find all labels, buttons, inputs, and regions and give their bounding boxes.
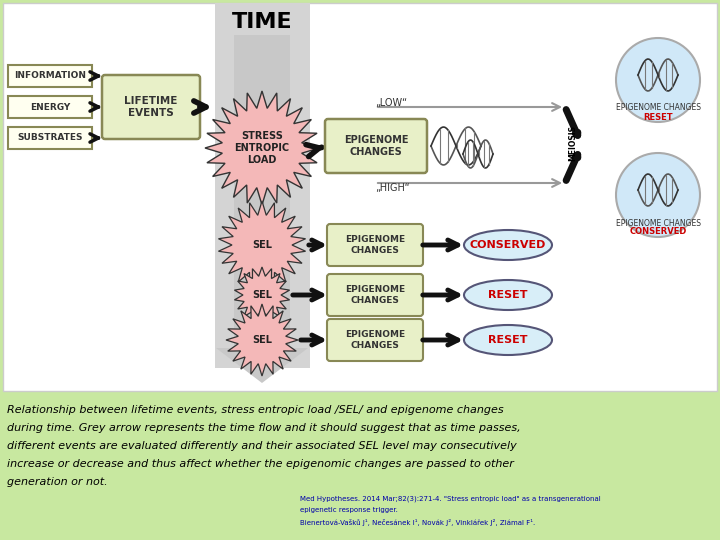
Text: EPIGENOME CHANGES: EPIGENOME CHANGES [616, 104, 701, 112]
Text: MEIOSIS: MEIOSIS [569, 125, 577, 161]
Circle shape [616, 38, 700, 122]
Text: Bienertová-Vašků J¹, Nečesánek I¹, Novák J², Vinklářek J², Zlámal F¹.: Bienertová-Vašků J¹, Nečesánek I¹, Novák… [300, 519, 535, 526]
Bar [215, 3, 310, 368]
FancyBboxPatch shape [102, 75, 200, 139]
Text: EPIGENOME
CHANGES: EPIGENOME CHANGES [343, 135, 408, 157]
Text: SEL: SEL [252, 290, 272, 300]
FancyBboxPatch shape [327, 274, 423, 316]
FancyBboxPatch shape [327, 224, 423, 266]
Text: STRESS
ENTROPIC
LOAD: STRESS ENTROPIC LOAD [235, 131, 289, 165]
Polygon shape [226, 304, 298, 376]
Text: during time. Grey arrow represents the time flow and it should suggest that as t: during time. Grey arrow represents the t… [7, 423, 521, 433]
Text: EPIGENOME
CHANGES: EPIGENOME CHANGES [345, 235, 405, 255]
Circle shape [616, 153, 700, 237]
Text: SEL: SEL [252, 335, 272, 345]
Text: EPIGENOME
CHANGES: EPIGENOME CHANGES [345, 330, 405, 350]
Text: CONSERVED: CONSERVED [470, 240, 546, 250]
Bar [0, 395, 720, 540]
Text: RESET: RESET [488, 335, 528, 345]
Text: „HIGH“: „HIGH“ [375, 183, 410, 193]
Text: generation or not.: generation or not. [7, 477, 107, 487]
Text: LIFETIME
EVENTS: LIFETIME EVENTS [125, 96, 178, 118]
Bar [3, 3, 717, 391]
Bar [234, 35, 290, 348]
Polygon shape [205, 91, 319, 205]
Text: ENERGY: ENERGY [30, 103, 70, 111]
Bar [8, 96, 92, 118]
Text: Med Hypotheses. 2014 Mar;82(3):271-4. "Stress entropic load" as a transgeneratio: Med Hypotheses. 2014 Mar;82(3):271-4. "S… [300, 495, 600, 502]
Text: SEL: SEL [252, 240, 272, 250]
Bar [8, 127, 92, 149]
Text: RESET: RESET [488, 290, 528, 300]
Ellipse shape [464, 325, 552, 355]
Text: epigenetic response trigger.: epigenetic response trigger. [300, 507, 398, 513]
FancyBboxPatch shape [325, 119, 427, 173]
Text: „LOW“: „LOW“ [375, 98, 407, 108]
Bar [8, 65, 92, 87]
Ellipse shape [464, 230, 552, 260]
Text: CONSERVED: CONSERVED [629, 227, 687, 237]
Text: different events are evaluated differently and their associated SEL level may co: different events are evaluated different… [7, 441, 517, 451]
Text: TIME: TIME [232, 12, 293, 32]
Text: INFORMATION: INFORMATION [14, 71, 86, 80]
Ellipse shape [464, 280, 552, 310]
Text: increase or decrease and thus affect whether the epigenomic changes are passed t: increase or decrease and thus affect whe… [7, 459, 514, 469]
Polygon shape [216, 348, 308, 383]
Polygon shape [235, 267, 289, 323]
FancyBboxPatch shape [327, 319, 423, 361]
Text: RESET: RESET [643, 112, 672, 122]
Text: EPIGENOME
CHANGES: EPIGENOME CHANGES [345, 285, 405, 305]
Polygon shape [218, 201, 305, 289]
Text: EPIGENOME CHANGES: EPIGENOME CHANGES [616, 219, 701, 227]
Text: SUBSTRATES: SUBSTRATES [17, 133, 83, 143]
Text: Relationship between lifetime events, stress entropic load /SEL/ and epigenome c: Relationship between lifetime events, st… [7, 405, 503, 415]
